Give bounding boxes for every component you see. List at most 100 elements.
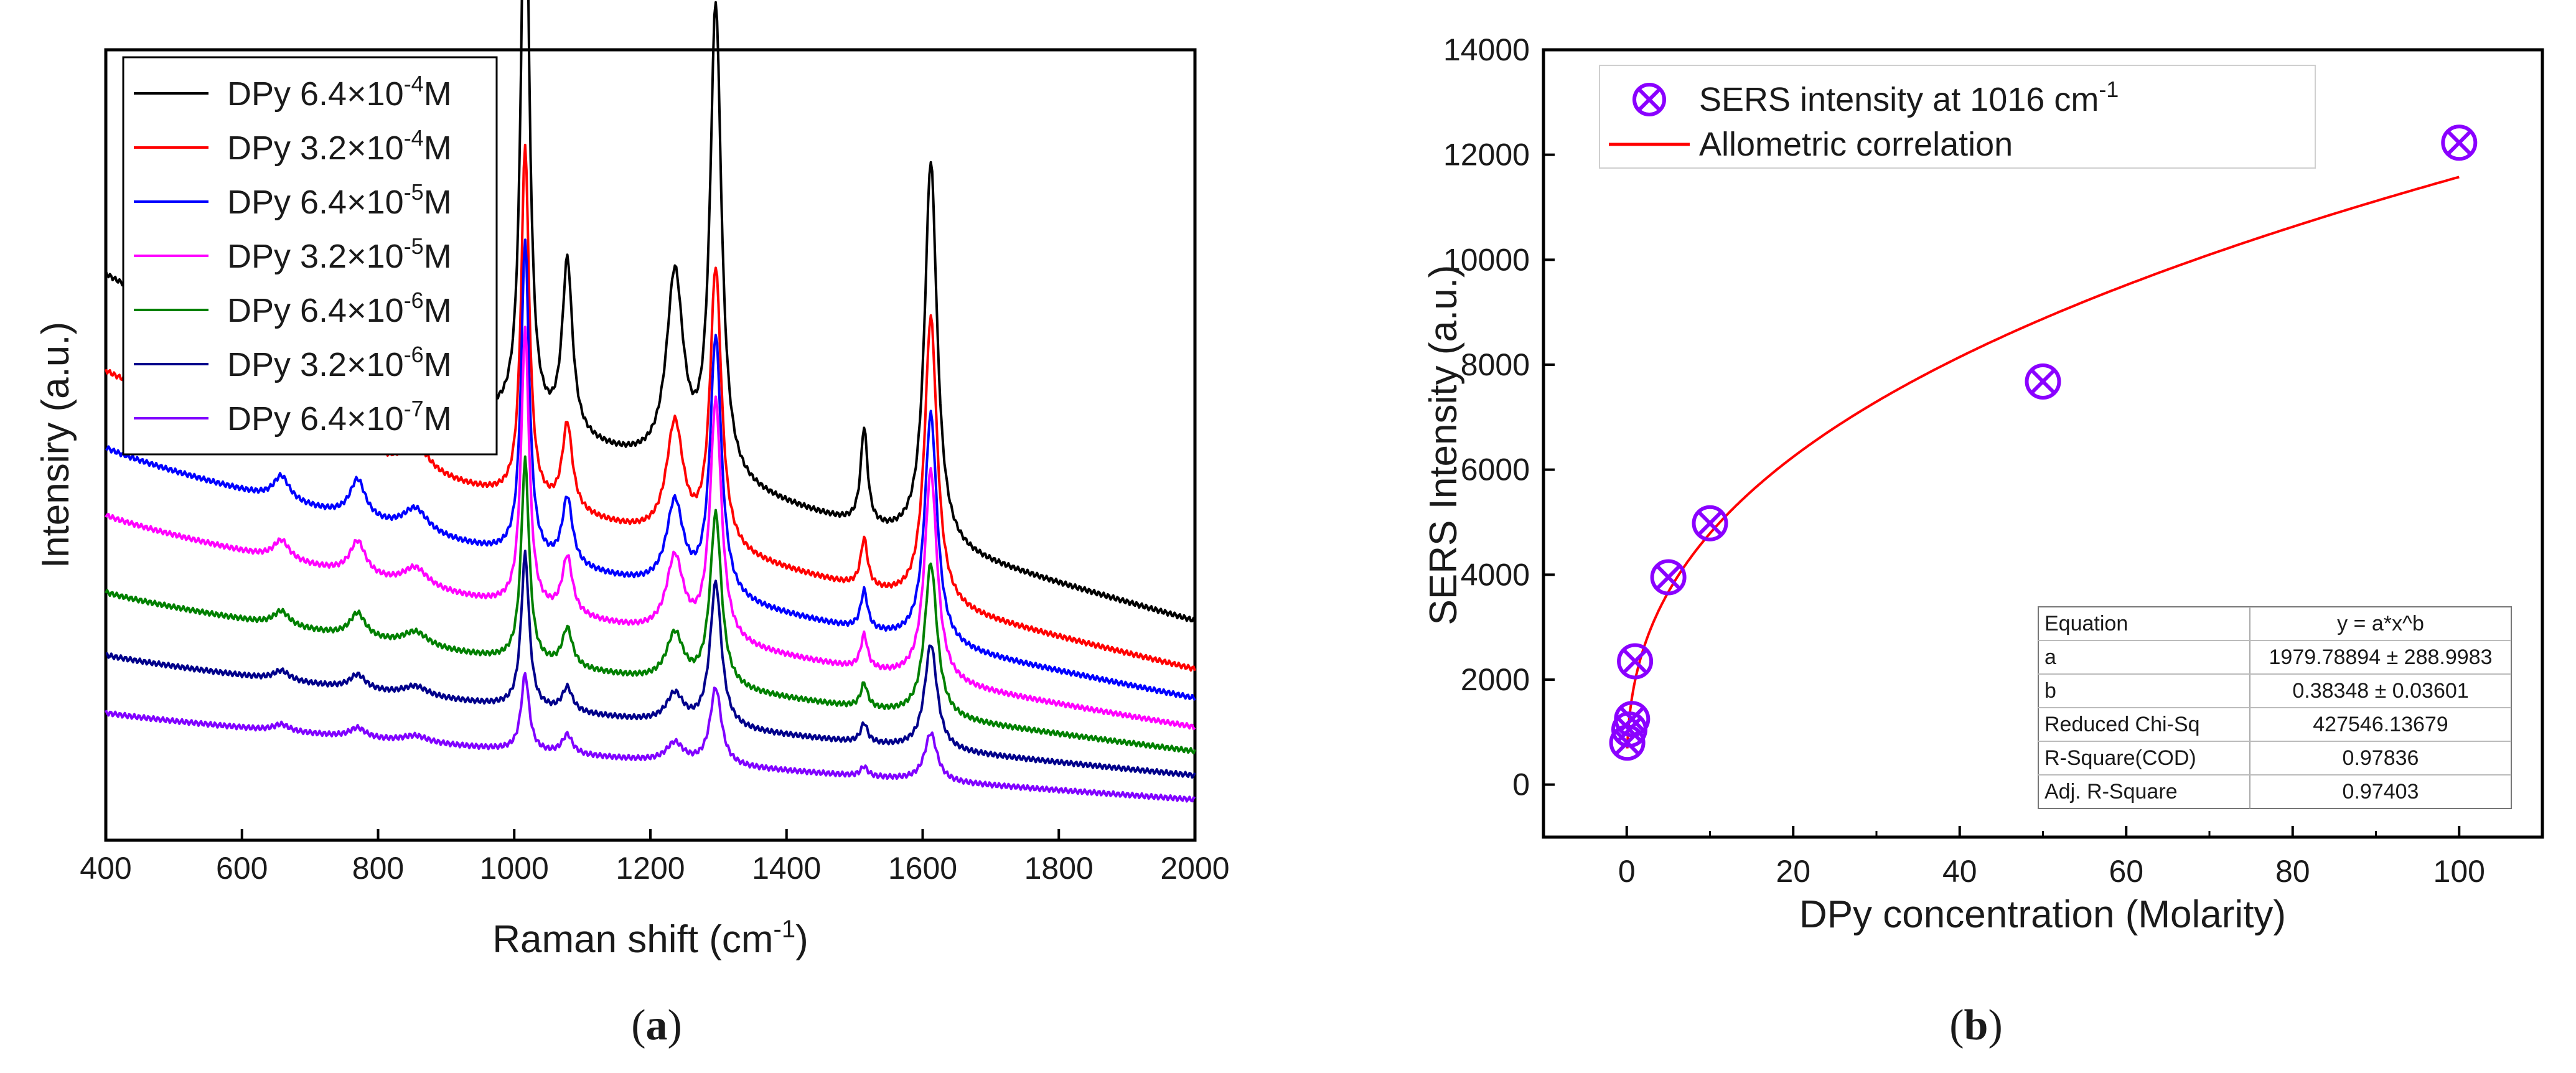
fit-curve <box>1626 176 2460 749</box>
data-point <box>1650 559 1687 596</box>
panel-b-caption-open: ( <box>1949 1001 1964 1049</box>
panel-b-caption-close: ) <box>1988 1001 2002 1049</box>
legend-entry-exponent: -4 <box>404 71 424 96</box>
legend-label-sers-text: SERS intensity at 1016 cm <box>1699 81 2099 118</box>
y-tick-label: 4000 <box>1461 557 1530 592</box>
spectrum-line <box>105 238 1196 701</box>
y-tick-label: 12000 <box>1443 138 1530 172</box>
x-tick-label: 1200 <box>616 851 685 886</box>
spectrum-line <box>105 550 1196 779</box>
legend-entry-unit: M <box>424 400 452 438</box>
legend-entry: DPy 6.4×10-5M <box>227 179 452 221</box>
x-tick-label: 80 <box>2275 854 2310 889</box>
panel-b-legend: SERS intensity at 1016 cm-1 Allometric c… <box>1599 65 2316 169</box>
legend-entry-unit: M <box>424 292 452 329</box>
panel-a-caption-open: ( <box>631 1001 645 1049</box>
legend-entry-name: DPy 6.4×10 <box>227 184 404 221</box>
y-tick-label: 8000 <box>1461 347 1530 382</box>
panel-b-y-axis-label: SERS Intensity (a.u.) <box>1422 265 1465 626</box>
x-tick-label: 2000 <box>1160 851 1229 886</box>
x-tick-label: 400 <box>80 851 131 886</box>
legend-entry-exponent: -4 <box>404 125 424 151</box>
legend-label-sers: SERS intensity at 1016 cm-1 <box>1699 77 2119 118</box>
x-tick-label: 1000 <box>480 851 549 886</box>
fit-table-key: R-Square(COD) <box>2044 746 2196 770</box>
legend-label-sers-sup: -1 <box>2099 77 2119 102</box>
y-tick-label: 2000 <box>1461 662 1530 697</box>
legend-entry-name: DPy 6.4×10 <box>227 400 404 438</box>
fit-table-key: b <box>2044 679 2056 703</box>
legend-entry: DPy 6.4×10-7M <box>227 396 452 438</box>
x-tick-label: 1400 <box>752 851 821 886</box>
x-tick-label: 600 <box>216 851 268 886</box>
legend-entry: DPy 6.4×10-4M <box>227 71 452 113</box>
panel-b-chart: 0 2000 4000 6000 8000 10000 12000 14000 0 20 40 60… <box>1422 32 2544 1049</box>
legend-entry: DPy 3.2×10-6M <box>227 342 452 383</box>
spectrum-line <box>105 672 1196 803</box>
panel-a-caption-close: ) <box>668 1001 682 1049</box>
panel-b-caption: (b) <box>1949 1001 2003 1049</box>
panel-a-x-axis-label-text: Raman shift (cm <box>492 918 773 961</box>
x-tick-label: 0 <box>1618 854 1636 889</box>
legend-entry-name: DPy 3.2×10 <box>227 129 404 167</box>
data-point <box>1617 643 1654 680</box>
legend-entry-unit: M <box>424 129 452 167</box>
panel-a-x-axis: 400 600 800 1000 1200 1400 1600 1800 2000 <box>80 829 1230 886</box>
panel-a-chart: 400 600 800 1000 1200 1400 1600 1800 2000 DPy 6.… <box>34 0 1230 1049</box>
panel-b-legend-frame <box>1599 65 2316 169</box>
y-tick-label: 6000 <box>1461 452 1530 487</box>
fit-table-key: a <box>2044 645 2056 669</box>
fit-table-value: 0.38348 ± 0.03601 <box>2292 679 2468 703</box>
panel-b-x-axis-label: DPy concentration (Molarity) <box>1799 893 2286 936</box>
panel-b-scatter-group <box>1609 124 2478 761</box>
legend-entry-unit: M <box>424 184 452 221</box>
legend-entry-unit: M <box>424 346 452 383</box>
x-tick-label: 800 <box>352 851 404 886</box>
spectrum-line <box>105 326 1196 731</box>
legend-entry-unit: M <box>424 75 452 113</box>
legend-entry: DPy 3.2×10-5M <box>227 233 452 275</box>
x-tick-label: 60 <box>2109 854 2143 889</box>
panel-b-caption-letter: b <box>1964 1001 1988 1049</box>
legend-label-fit: Allometric correlation <box>1699 126 2013 163</box>
fit-table-key: Adj. R-Square <box>2044 780 2178 804</box>
legend-entry-exponent: -5 <box>404 233 424 259</box>
panel-a-x-axis-label-sup: -1 <box>774 916 796 943</box>
panel-a-x-axis-label: Raman shift (cm-1) <box>492 916 808 961</box>
legend-entry-name: DPy 3.2×10 <box>227 238 404 275</box>
panel-b-y-axis: 0 2000 4000 6000 8000 10000 12000 14000 <box>1443 32 1555 802</box>
data-point <box>2025 363 2061 400</box>
panel-a-caption: (a) <box>631 1001 682 1049</box>
x-tick-label: 40 <box>1942 854 1977 889</box>
data-point <box>1692 505 1728 541</box>
legend-entry-exponent: -7 <box>404 396 424 421</box>
x-tick-label: 1600 <box>888 851 957 886</box>
panel-a-caption-letter: a <box>646 1001 668 1049</box>
legend-entry-name: DPy 6.4×10 <box>227 292 404 329</box>
fit-table-value: 0.97836 <box>2343 746 2419 770</box>
fit-table-key: Reduced Chi-Sq <box>2044 713 2199 736</box>
x-tick-label: 100 <box>2433 854 2485 889</box>
legend-entry-name: DPy 3.2×10 <box>227 346 404 383</box>
panel-a-y-axis-label: Intensiry (a.u.) <box>34 322 77 568</box>
panel-b-fit-table: Equation y = a*x^b a 1979.78894 ± 288.9983 b… <box>2038 606 2512 809</box>
legend-entry-unit: M <box>424 238 452 275</box>
panel-a-x-axis-label-end: ) <box>795 918 808 961</box>
fit-table-value: 1979.78894 ± 288.9983 <box>2269 645 2493 669</box>
panel-b-x-axis: 0 20 40 60 80 100 <box>1542 826 2544 889</box>
y-tick-label: 0 <box>1512 767 1530 802</box>
spectrum-line <box>105 455 1196 755</box>
x-tick-label: 20 <box>1776 854 1810 889</box>
legend-entry-name: DPy 6.4×10 <box>227 75 404 113</box>
x-tick-label: 1800 <box>1024 851 1094 886</box>
fit-table-value: 0.97403 <box>2343 780 2419 804</box>
legend-entry: DPy 3.2×10-4M <box>227 125 452 167</box>
legend-entry-exponent: -6 <box>404 288 424 313</box>
fit-table-key: Equation <box>2044 612 2128 635</box>
legend-entry-exponent: -5 <box>404 179 424 205</box>
y-tick-label: 10000 <box>1443 242 1530 277</box>
y-tick-label: 14000 <box>1443 32 1530 67</box>
legend-entry: DPy 6.4×10-6M <box>227 288 452 329</box>
